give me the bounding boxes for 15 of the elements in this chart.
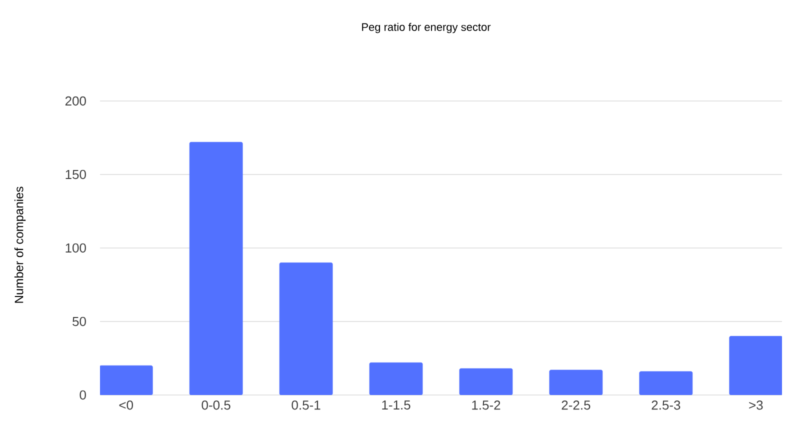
x-tick-label: 1-1.5	[382, 400, 410, 410]
y-tick-label: 50	[72, 316, 86, 326]
x-tick-label: 1.5-2	[472, 400, 500, 410]
x-tick-label: 0.5-1	[292, 400, 320, 410]
y-tick-label: 100	[66, 243, 86, 253]
x-tick-label: 2.5-3	[652, 400, 680, 410]
x-tick-label: >3	[749, 400, 763, 410]
y-tick-label: 200	[65, 96, 86, 106]
x-tick-label: 2-2.5	[562, 400, 590, 410]
y-tick-label: 0	[80, 390, 86, 400]
x-tick-label: <0	[119, 400, 134, 410]
y-tick-label: 150	[66, 170, 86, 180]
y-axis-title: Number of companies	[14, 186, 26, 303]
x-tick-label: 0-0.5	[202, 400, 230, 410]
chart-title: Peg ratio for energy sector	[362, 22, 491, 34]
